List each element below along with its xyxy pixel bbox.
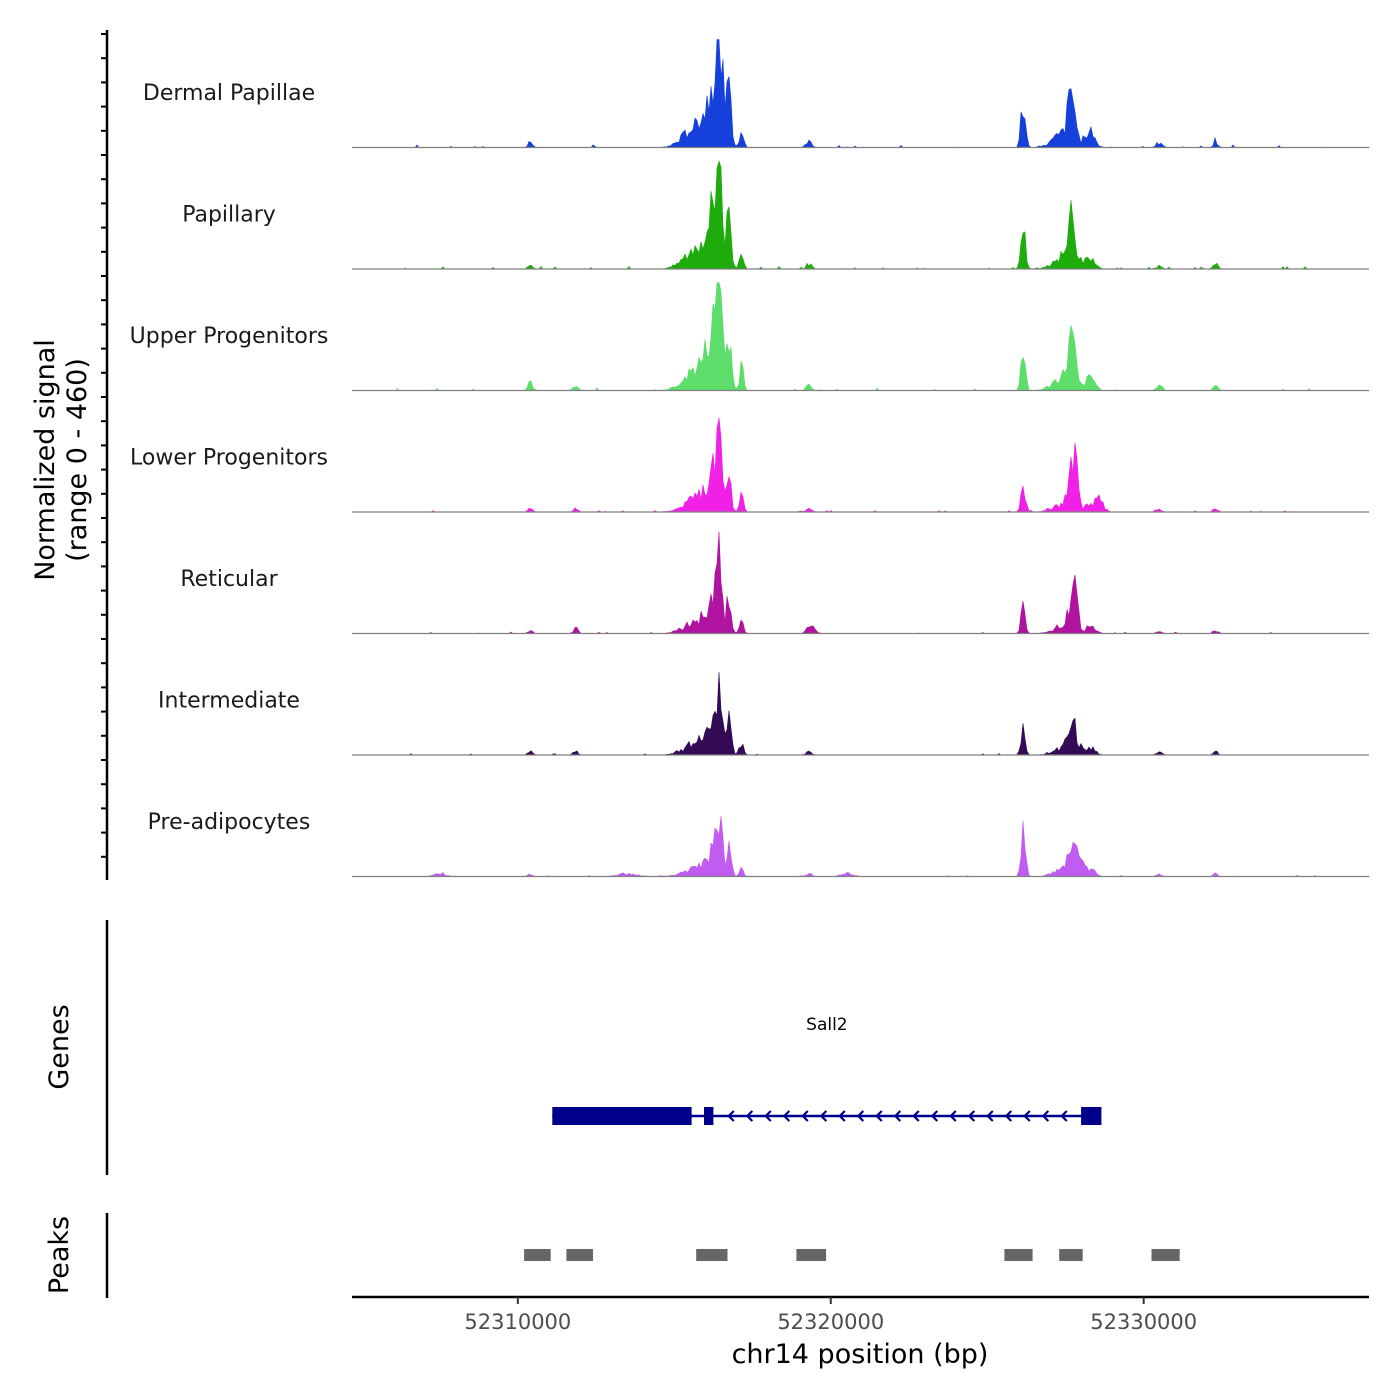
- track-label: Lower Progenitors: [130, 446, 328, 471]
- coverage-area-1: [397, 39, 1326, 148]
- signal-axis-title-line1: Normalized signal: [30, 339, 61, 581]
- strand-arrow: [801, 1110, 809, 1122]
- x-axis-ticks: 52310000 52320000 52330000: [464, 1297, 1197, 1334]
- x-tick-label: 52330000: [1090, 1310, 1197, 1334]
- strand-arrow: [1023, 1110, 1031, 1122]
- gene-exon: [552, 1107, 692, 1125]
- signal-axis-title-line2: (range 0 - 460): [62, 358, 93, 562]
- strand-arrow: [912, 1110, 920, 1122]
- gene-model: [552, 1107, 1102, 1125]
- coverage-area-6: [397, 672, 1325, 756]
- strand-arrow: [856, 1110, 865, 1122]
- track-label: Intermediate: [158, 689, 300, 714]
- strand-arrow: [1004, 1110, 1013, 1122]
- peak-region: [696, 1249, 728, 1261]
- signal-axis-title: Normalized signal (range 0 - 460): [30, 339, 93, 581]
- peaks-track: [524, 1249, 1180, 1261]
- x-tick-label: 52310000: [464, 1310, 571, 1334]
- coverage-area-5: [397, 531, 1325, 634]
- gene-exon: [704, 1107, 714, 1125]
- coverage-area-4: [397, 417, 1325, 513]
- signal-axis-ticks: [101, 33, 107, 858]
- strand-arrow: [949, 1110, 957, 1122]
- x-axis-title: chr14 position (bp): [732, 1339, 989, 1370]
- strand-arrow: [782, 1110, 791, 1122]
- strand-arrow: [745, 1110, 754, 1122]
- track-label: Reticular: [180, 567, 278, 592]
- peak-region: [566, 1249, 593, 1261]
- peaks-axis-title: Peaks: [44, 1216, 75, 1294]
- track-labels: Dermal Papillae Papillary Upper Progenitor…: [130, 81, 329, 835]
- peak-region: [796, 1249, 827, 1261]
- strand-arrow: [986, 1110, 994, 1122]
- coverage-area-3: [396, 282, 1325, 391]
- strand-arrow: [819, 1110, 828, 1122]
- coverage-area-7: [397, 815, 1325, 877]
- x-tick-label: 52320000: [777, 1310, 884, 1334]
- track-label: Upper Progenitors: [130, 324, 329, 349]
- strand-arrow: [1060, 1110, 1068, 1122]
- strand-arrow: [930, 1110, 939, 1122]
- peak-region: [1151, 1249, 1180, 1261]
- genes-axis-title: Genes: [44, 1004, 75, 1089]
- track-label: Pre-adipocytes: [148, 810, 311, 835]
- strand-arrow: [1041, 1110, 1050, 1122]
- peak-region: [524, 1249, 551, 1261]
- strand-arrow: [875, 1110, 883, 1122]
- coverage-tracks: [352, 39, 1369, 878]
- track-label: Dermal Papillae: [143, 81, 315, 106]
- strand-arrow: [838, 1110, 846, 1122]
- strand-arrow: [727, 1110, 735, 1122]
- track-label: Papillary: [182, 203, 276, 228]
- gene-name-label: Sall2: [806, 1015, 847, 1035]
- gene-exon: [1081, 1107, 1102, 1125]
- peak-region: [1059, 1249, 1083, 1261]
- strand-arrow: [764, 1110, 772, 1122]
- strand-arrow: [967, 1110, 976, 1122]
- peak-region: [1004, 1249, 1033, 1261]
- coverage-area-2: [397, 159, 1325, 270]
- strand-arrow: [893, 1110, 902, 1122]
